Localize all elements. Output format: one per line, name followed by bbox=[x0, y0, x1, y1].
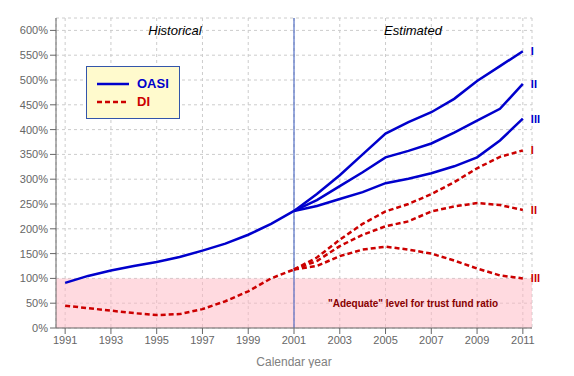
svg-text:1991: 1991 bbox=[53, 334, 77, 346]
svg-text:III: III bbox=[531, 113, 540, 125]
html-text:DI: DI bbox=[137, 94, 150, 109]
svg-text:"Adequate" level for trust fun: "Adequate" level for trust fund ratio bbox=[328, 298, 498, 309]
svg-text:50%: 50% bbox=[26, 297, 48, 309]
svg-text:2007: 2007 bbox=[419, 334, 443, 346]
svg-text:I: I bbox=[531, 45, 534, 57]
svg-text:400%: 400% bbox=[20, 124, 48, 136]
svg-text:Historical: Historical bbox=[148, 23, 203, 38]
svg-text:2011: 2011 bbox=[511, 334, 535, 346]
svg-text:2005: 2005 bbox=[373, 334, 397, 346]
svg-text:450%: 450% bbox=[20, 99, 48, 111]
svg-text:II: II bbox=[531, 204, 537, 216]
svg-text:500%: 500% bbox=[20, 74, 48, 86]
svg-text:III: III bbox=[531, 272, 540, 284]
svg-text:150%: 150% bbox=[20, 248, 48, 260]
html-text:OASI: OASI bbox=[137, 76, 169, 91]
svg-text:250%: 250% bbox=[20, 198, 48, 210]
svg-text:300%: 300% bbox=[20, 173, 48, 185]
svg-text:Calendar year: Calendar year bbox=[256, 355, 331, 368]
svg-text:550%: 550% bbox=[20, 49, 48, 61]
svg-text:0%: 0% bbox=[32, 322, 48, 334]
svg-text:1999: 1999 bbox=[236, 334, 260, 346]
svg-text:2009: 2009 bbox=[465, 334, 489, 346]
svg-text:200%: 200% bbox=[20, 223, 48, 235]
svg-text:1993: 1993 bbox=[99, 334, 123, 346]
svg-text:1997: 1997 bbox=[190, 334, 214, 346]
svg-text:2003: 2003 bbox=[328, 334, 352, 346]
svg-text:II: II bbox=[531, 78, 537, 90]
svg-text:2001: 2001 bbox=[282, 334, 306, 346]
svg-text:600%: 600% bbox=[20, 24, 48, 36]
svg-text:1995: 1995 bbox=[144, 334, 168, 346]
svg-text:350%: 350% bbox=[20, 148, 48, 160]
svg-text:Estimated: Estimated bbox=[384, 23, 443, 38]
svg-text:I: I bbox=[531, 144, 534, 156]
svg-text:100%: 100% bbox=[20, 272, 48, 284]
